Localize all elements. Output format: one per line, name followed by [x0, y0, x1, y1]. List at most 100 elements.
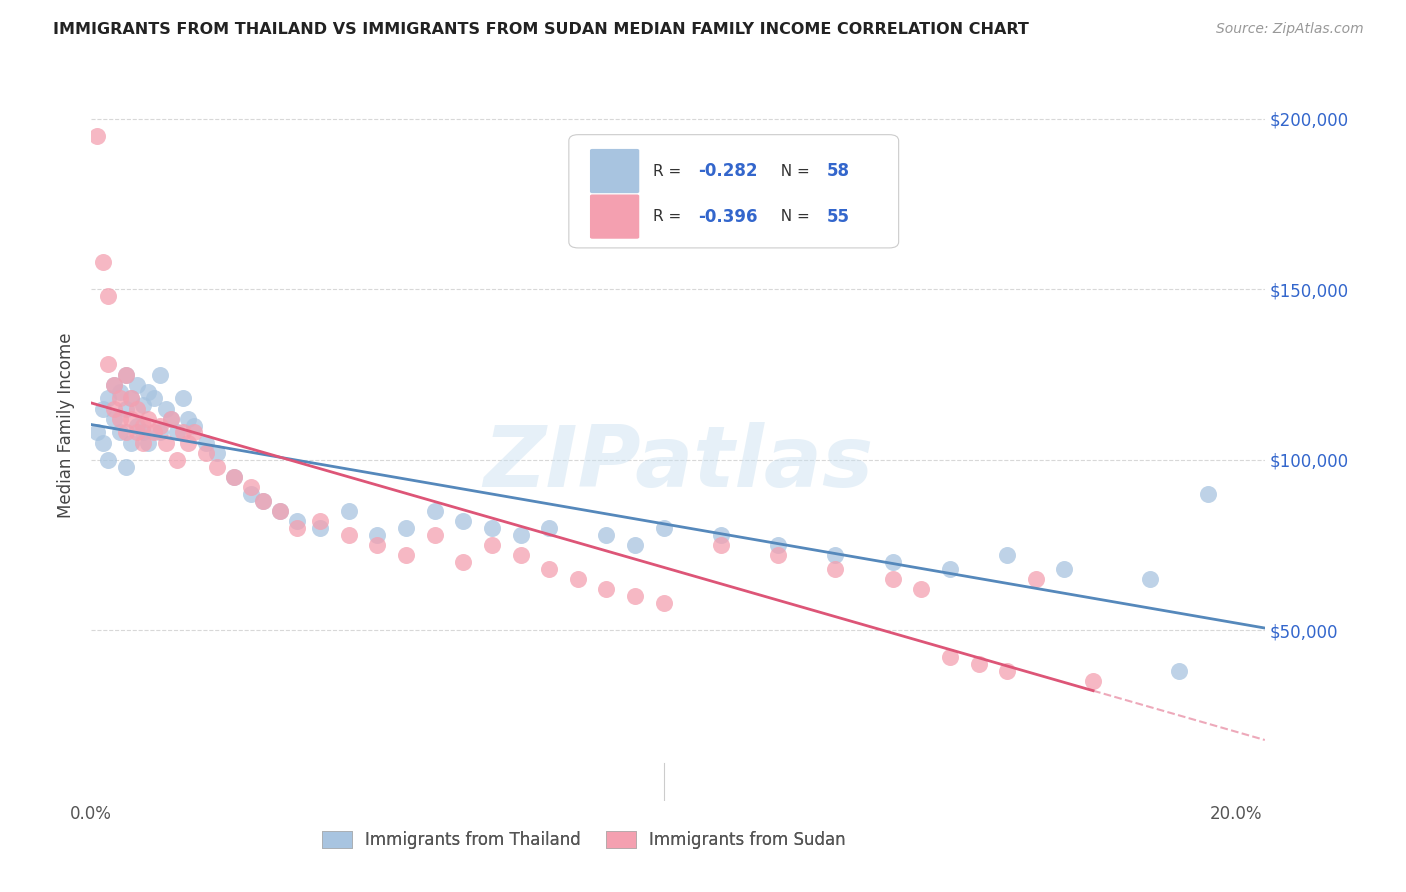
Point — [967, 657, 990, 672]
Point — [103, 377, 125, 392]
Point — [86, 128, 108, 143]
Point — [114, 368, 136, 382]
Point — [205, 446, 228, 460]
Point — [766, 548, 789, 562]
Point — [309, 514, 332, 528]
Point — [114, 368, 136, 382]
Point — [595, 582, 617, 597]
Point — [97, 357, 120, 371]
Point — [155, 435, 177, 450]
Point — [423, 504, 446, 518]
Point — [423, 527, 446, 541]
Point — [1081, 674, 1104, 689]
FancyBboxPatch shape — [591, 149, 640, 194]
Point — [252, 493, 274, 508]
Point — [1025, 572, 1047, 586]
Point — [97, 392, 120, 406]
Point — [481, 521, 503, 535]
Point — [337, 504, 360, 518]
Point — [131, 418, 153, 433]
Point — [652, 596, 675, 610]
Point — [166, 452, 188, 467]
Point — [453, 555, 475, 569]
Point — [481, 538, 503, 552]
Point — [538, 521, 561, 535]
Point — [995, 664, 1018, 678]
Point — [138, 384, 160, 399]
Point — [995, 548, 1018, 562]
Point — [309, 521, 332, 535]
Text: ZIPatlas: ZIPatlas — [482, 422, 873, 505]
Point — [172, 425, 194, 440]
FancyBboxPatch shape — [569, 135, 898, 248]
Point — [337, 527, 360, 541]
Point — [183, 418, 205, 433]
Point — [939, 562, 962, 576]
Point — [149, 425, 172, 440]
Point — [366, 538, 388, 552]
Point — [509, 548, 531, 562]
Point — [97, 452, 120, 467]
Text: -0.396: -0.396 — [697, 208, 758, 226]
Point — [120, 412, 142, 426]
Text: 58: 58 — [827, 162, 851, 180]
Point — [108, 425, 131, 440]
Point — [166, 425, 188, 440]
Point — [91, 255, 114, 269]
Point — [177, 412, 200, 426]
Point — [1053, 562, 1076, 576]
Text: Source: ZipAtlas.com: Source: ZipAtlas.com — [1216, 22, 1364, 37]
Text: R =: R = — [654, 209, 686, 224]
Point — [1139, 572, 1161, 586]
Text: R =: R = — [654, 163, 686, 178]
Point — [395, 521, 418, 535]
Point — [120, 392, 142, 406]
Point — [453, 514, 475, 528]
Point — [138, 412, 160, 426]
Point — [114, 425, 136, 440]
Point — [240, 480, 263, 494]
Point — [766, 538, 789, 552]
Point — [131, 425, 153, 440]
Point — [595, 527, 617, 541]
Point — [160, 412, 183, 426]
Point — [160, 412, 183, 426]
Point — [269, 504, 291, 518]
Point — [114, 401, 136, 416]
Point — [224, 470, 246, 484]
Point — [224, 470, 246, 484]
Point — [269, 504, 291, 518]
Point — [1168, 664, 1191, 678]
Point — [285, 514, 308, 528]
Point — [395, 548, 418, 562]
Legend: Immigrants from Thailand, Immigrants from Sudan: Immigrants from Thailand, Immigrants fro… — [315, 824, 853, 856]
Point — [120, 392, 142, 406]
Point — [143, 392, 166, 406]
Point — [1197, 487, 1219, 501]
Point — [143, 425, 166, 440]
Point — [240, 487, 263, 501]
Point — [652, 521, 675, 535]
Point — [710, 527, 733, 541]
Point — [103, 401, 125, 416]
Text: 55: 55 — [827, 208, 851, 226]
Point — [172, 392, 194, 406]
Y-axis label: Median Family Income: Median Family Income — [58, 333, 75, 518]
Point — [125, 401, 148, 416]
Point — [624, 538, 647, 552]
Point — [120, 435, 142, 450]
Point — [125, 425, 148, 440]
Point — [103, 377, 125, 392]
Point — [86, 425, 108, 440]
Point — [91, 401, 114, 416]
Point — [149, 368, 172, 382]
Point — [155, 401, 177, 416]
Text: IMMIGRANTS FROM THAILAND VS IMMIGRANTS FROM SUDAN MEDIAN FAMILY INCOME CORRELATI: IMMIGRANTS FROM THAILAND VS IMMIGRANTS F… — [53, 22, 1029, 37]
Point — [131, 398, 153, 412]
Text: N =: N = — [770, 209, 814, 224]
Point — [252, 493, 274, 508]
Point — [138, 435, 160, 450]
Point — [710, 538, 733, 552]
FancyBboxPatch shape — [591, 194, 640, 239]
Text: -0.282: -0.282 — [697, 162, 758, 180]
